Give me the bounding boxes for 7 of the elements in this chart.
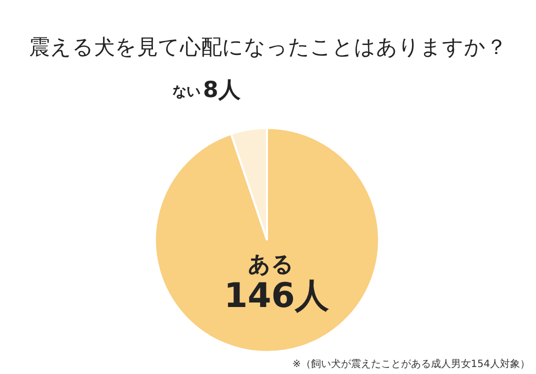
slice-label: ない (172, 84, 200, 100)
data-label: 146人 (224, 276, 330, 316)
text: ※（飼い犬が震えたことがある成人男女154人対象） (292, 358, 530, 370)
chart-title: 震える犬を見て心配になったことはありますか？ (29, 35, 507, 59)
data-label: 8人 (202, 78, 242, 104)
slice-label: ある (248, 252, 294, 278)
pie-slice (154, 127, 380, 353)
